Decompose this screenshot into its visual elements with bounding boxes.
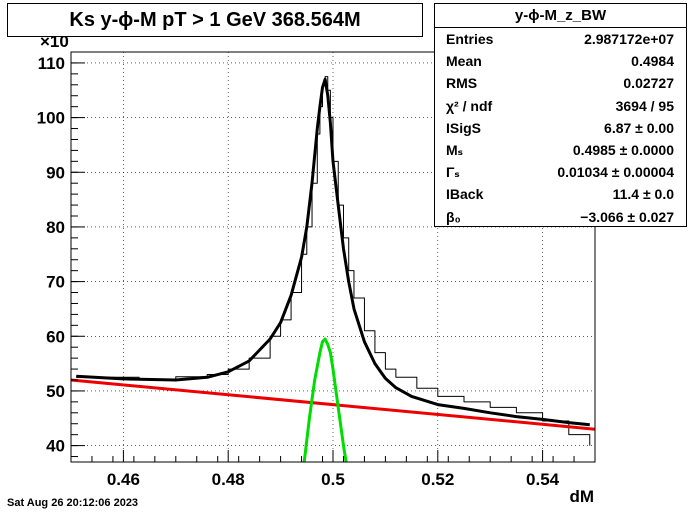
- y-tick-label: 80: [46, 218, 65, 237]
- x-tick-label: 0.54: [526, 470, 560, 489]
- stats-label: IBack: [446, 186, 484, 203]
- stats-row-chi2: χ² / ndf 3694 / 95: [435, 95, 686, 117]
- stats-value: 0.4985 ± 0.0000: [572, 142, 674, 159]
- stats-row-iback: IBack 11.4 ± 0.0: [435, 183, 686, 205]
- stats-value: 0.4984: [631, 53, 674, 70]
- series-layer: [71, 76, 595, 462]
- stats-value: 3694 / 95: [615, 97, 674, 114]
- y-tick-label: 70: [46, 273, 65, 292]
- stats-value: 6.87 ± 0.00: [604, 119, 674, 136]
- stats-label: Γₛ: [446, 163, 460, 180]
- axis-ticks: 0.46 0.48 0.5 0.52 0.54 40 50 60 70 80 90 100 110: [37, 54, 596, 489]
- x-tick-label: 0.48: [212, 470, 245, 489]
- fit-signal-line: [302, 337, 348, 462]
- stats-row-beta: β₀ −3.066 ± 0.027: [435, 206, 686, 228]
- x-tick-label: 0.52: [421, 470, 454, 489]
- y-tick-label: 110: [38, 54, 65, 73]
- x-tick-label: 0.5: [321, 470, 345, 489]
- stats-value: 11.4 ± 0.0: [612, 186, 674, 203]
- x-axis-label: dM: [569, 487, 594, 506]
- stats-row-rms: RMS 0.02727: [435, 72, 686, 94]
- y-tick-label: 40: [46, 437, 65, 456]
- stats-value: 0.02727: [623, 75, 674, 92]
- stats-row-entries: Entries 2.987172e+07: [435, 28, 686, 50]
- stats-box: y-ϕ-M_z_BW Entries 2.987172e+07 Mean 0.4…: [434, 3, 687, 227]
- y-tick-label: 50: [46, 382, 65, 401]
- stats-histogram-name: y-ϕ-M_z_BW: [435, 4, 686, 28]
- x-tick-label: 0.46: [107, 470, 140, 489]
- y-tick-label: 90: [46, 163, 65, 182]
- y-tick-label: 100: [37, 109, 65, 128]
- stats-label: ISigS: [446, 119, 482, 136]
- stats-row-gamma: Γₛ 0.01034 ± 0.00004: [435, 161, 686, 183]
- stats-label: β₀: [446, 208, 461, 225]
- chart-title: Ks y-ϕ-M pT > 1 GeV 368.564M: [7, 3, 423, 37]
- fit-total-line: [76, 77, 590, 427]
- stats-label: χ² / ndf: [446, 97, 493, 114]
- stats-value: −3.066 ± 0.027: [580, 208, 674, 225]
- stats-label: RMS: [446, 75, 478, 92]
- stats-label: Mean: [446, 53, 482, 70]
- y-tick-label: 60: [46, 327, 65, 346]
- fit-background-line: [71, 378, 595, 431]
- stats-row-mean: Mean 0.4984: [435, 50, 686, 72]
- stats-label: Mₛ: [446, 141, 463, 158]
- stats-row-isigs: ISigS 6.87 ± 0.00: [435, 117, 686, 139]
- stats-value: 0.01034 ± 0.00004: [557, 164, 674, 181]
- stats-label: Entries: [446, 31, 494, 48]
- stats-value: 2.987172e+07: [584, 31, 674, 48]
- stats-row-ms: Mₛ 0.4985 ± 0.0000: [435, 139, 686, 161]
- timestamp: Sat Aug 26 20:12:06 2023: [7, 497, 139, 509]
